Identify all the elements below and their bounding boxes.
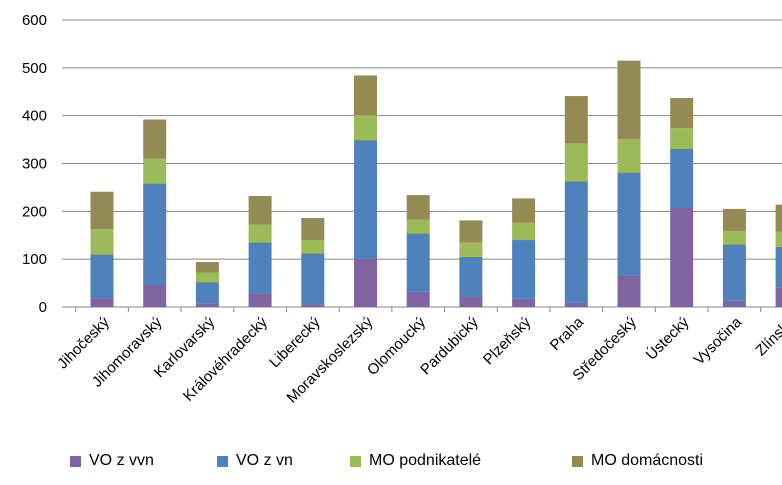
y-tick-label: 400 [22,108,47,125]
bar-segment [512,222,536,241]
bar-segment [301,240,325,254]
bar-segment [354,115,377,141]
bar-segment [459,296,483,307]
bar-segment [406,233,430,292]
bars [90,60,782,307]
y-tick-label: 0 [39,299,47,316]
x-category-label: Ústecký [643,313,693,363]
bar-segment [564,143,588,182]
bar-segment [354,75,377,116]
bar-segment [670,207,694,307]
legend-item: VO z vvn [70,452,154,470]
stacked-bar-chart: 0 100 200 300 400 500 600 JihočeskýJihomoravsk… [22,12,782,407]
legend-swatch [217,455,228,467]
bar-segment [248,242,272,294]
bar-segment [248,196,272,225]
bar-segment [406,195,430,220]
bar-segment [143,183,167,285]
bar-segment [775,204,782,232]
bar-segment [775,246,782,288]
bar-segment [143,158,167,184]
bar-segment [248,224,272,243]
y-tick-label: 200 [22,203,47,220]
y-axis-tick-labels: 0 100 200 300 400 500 600 [22,12,47,316]
legend-swatch [350,455,361,467]
bar-segment [617,139,641,173]
legend-item: MO podnikatelé [350,452,481,470]
legend-item: MO domácnosti [572,452,703,470]
bar-segment [354,258,377,307]
bar-segment [195,282,219,304]
legend-label: MO domácnosti [591,452,704,469]
legend-label: VO z vvn [89,452,154,469]
x-category-label: Pardubický [417,313,482,378]
bar-segment [564,181,588,303]
legend-swatch [70,455,81,467]
bar-segment [722,300,746,307]
x-category-label: Plzeňský [480,313,535,368]
bar-segment [722,244,746,301]
bar-segment [195,272,219,283]
bar-segment [722,230,746,245]
x-axis-category-labels: JihočeskýJihomoravskýKarlovarskýKrálovéh… [54,313,782,406]
bar-segment [670,97,694,129]
bar-segment [301,253,325,305]
bar-segment [670,128,694,149]
bar-segment [775,231,782,247]
legend-label: VO z vn [236,452,293,469]
bar-segment [459,256,483,297]
legend: VO z vvn VO z vn MO podnikatelé MO domácnos… [0,452,782,480]
bar-segment [775,287,782,307]
bar-segment [459,220,483,243]
legend-label: MO podnikatelé [369,452,482,469]
bar-segment [90,191,114,230]
bar-segment [617,172,641,276]
x-category-label: Praha [547,313,588,354]
bar-segment [564,302,588,307]
bar-segment [722,208,746,231]
bar-segment [143,119,167,159]
bar-segment [512,240,536,299]
legend-item: VO z vn [217,452,293,470]
bar-segment [90,298,114,307]
bar-segment [512,298,536,307]
x-category-label: Zlínský [752,313,782,359]
y-tick-label: 300 [22,156,47,173]
bar-segment [512,198,536,223]
bar-segment [143,284,167,307]
x-category-label: Vysočina [691,313,746,368]
y-tick-label: 600 [22,12,47,29]
bar-segment [459,242,483,257]
bar-segment [617,275,641,307]
y-tick-label: 500 [22,60,47,77]
bar-segment [406,219,430,234]
bar-segment [301,218,325,241]
bar-segment [248,293,272,307]
bar-segment [564,96,588,144]
bar-segment [406,291,430,307]
bar-segment [90,229,114,255]
bar-segment [354,140,377,259]
bar-segment [301,304,325,307]
bar-segment [90,254,114,299]
y-tick-label: 100 [22,251,47,268]
legend-swatch [572,455,583,467]
bar-segment [195,262,219,273]
bar-segment [617,60,641,140]
bar-segment [195,303,219,307]
bar-segment [670,148,694,208]
